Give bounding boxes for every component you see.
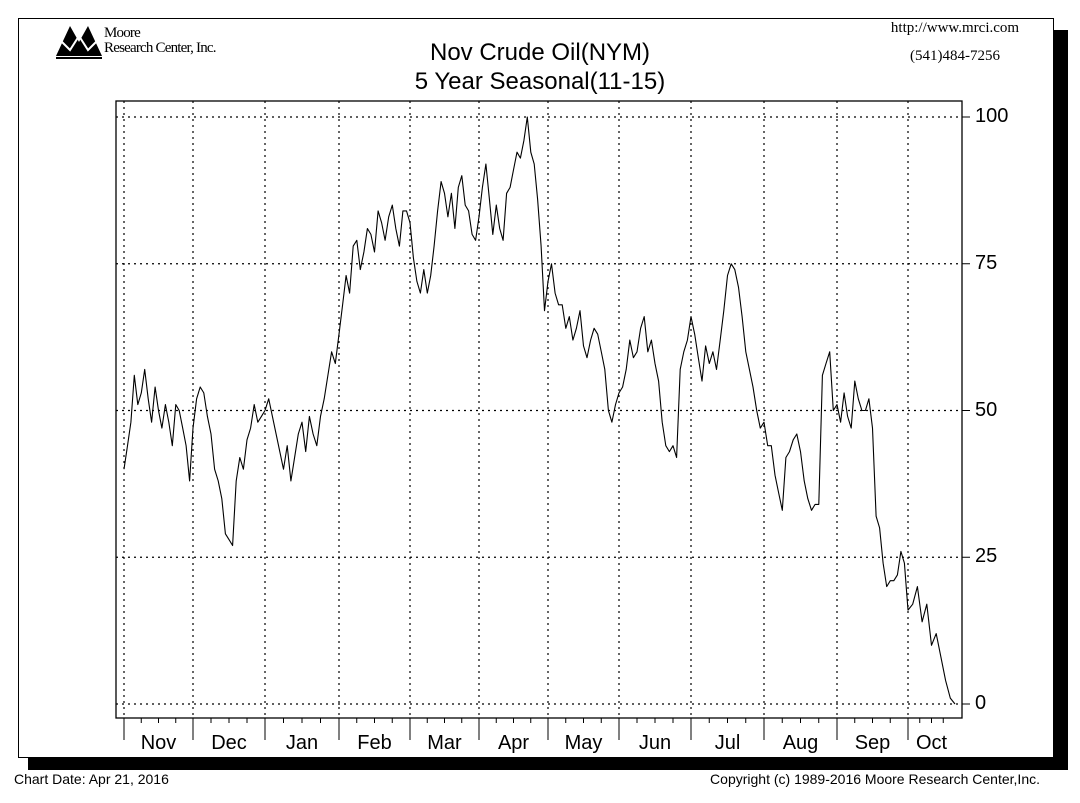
y-tick-label: 50 <box>975 398 998 421</box>
y-tick-label: 75 <box>975 251 998 274</box>
month-label-apr: Apr <box>497 732 530 754</box>
chart-frame <box>18 18 1054 758</box>
y-tick-label: 100 <box>975 105 1009 127</box>
company-name: Moore Research Center, Inc. <box>104 25 217 56</box>
chart-date: Chart Date: Apr 21, 2016 <box>14 771 169 787</box>
y-tick-label: 25 <box>975 545 998 568</box>
month-label-feb: Feb <box>357 732 392 754</box>
month-label-dec: Dec <box>211 732 247 754</box>
month-label-aug: Aug <box>782 732 819 754</box>
month-label-jun: Jun <box>638 732 672 754</box>
phone-number: (541)484-7256 <box>910 48 1000 64</box>
company-name-line2: Research Center, Inc. <box>104 40 217 56</box>
month-label-oct: Oct <box>915 732 948 754</box>
copyright-notice: Copyright (c) 1989-2016 Moore Research C… <box>710 771 1040 787</box>
seasonal-series-line <box>123 116 956 705</box>
frame-shadow-bottom <box>28 757 1068 770</box>
website-link[interactable]: http://www.mrci.com <box>890 20 1020 36</box>
moore-logo-icon <box>56 26 102 59</box>
chart-title: Nov Crude Oil(NYM) 5 Year Seasonal(11-15… <box>310 38 770 96</box>
chart-title-line1: Nov Crude Oil(NYM) <box>429 39 651 66</box>
month-label-jan: Jan <box>285 732 319 754</box>
month-label-nov: Nov <box>140 732 177 754</box>
plot-area-border <box>115 100 963 719</box>
chart-title-line2: 5 Year Seasonal(11-15) <box>414 68 666 95</box>
month-label-sep: Sep <box>854 732 891 754</box>
month-label-may: May <box>564 732 603 754</box>
month-label-mar: Mar <box>427 732 462 754</box>
frame-shadow-right <box>1053 30 1068 770</box>
month-label-jul: Jul <box>714 732 741 754</box>
y-tick-label: 0 <box>975 692 987 714</box>
company-name-line1: Moore <box>104 25 141 41</box>
